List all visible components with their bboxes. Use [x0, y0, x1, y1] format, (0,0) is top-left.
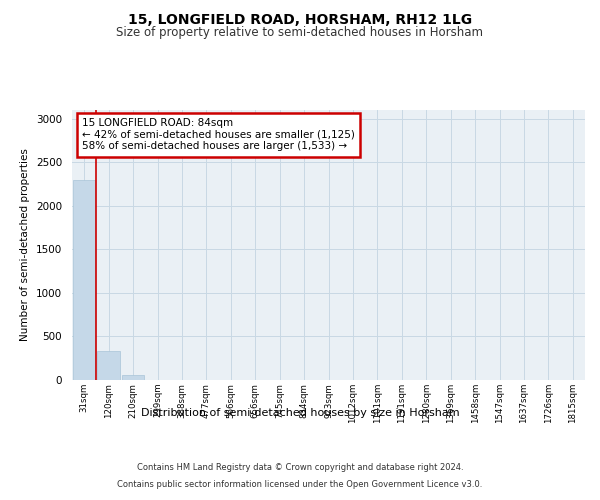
Bar — [73, 180, 95, 380]
Bar — [97, 352, 120, 380]
Text: Size of property relative to semi-detached houses in Horsham: Size of property relative to semi-detach… — [116, 26, 484, 39]
Text: Contains HM Land Registry data © Crown copyright and database right 2024.: Contains HM Land Registry data © Crown c… — [137, 462, 463, 471]
Text: Distribution of semi-detached houses by size in Horsham: Distribution of semi-detached houses by … — [140, 408, 460, 418]
Y-axis label: Number of semi-detached properties: Number of semi-detached properties — [20, 148, 31, 342]
Text: 15, LONGFIELD ROAD, HORSHAM, RH12 1LG: 15, LONGFIELD ROAD, HORSHAM, RH12 1LG — [128, 12, 472, 26]
Text: 15 LONGFIELD ROAD: 84sqm
← 42% of semi-detached houses are smaller (1,125)
58% o: 15 LONGFIELD ROAD: 84sqm ← 42% of semi-d… — [82, 118, 355, 152]
Bar — [122, 375, 145, 380]
Text: Contains public sector information licensed under the Open Government Licence v3: Contains public sector information licen… — [118, 480, 482, 489]
